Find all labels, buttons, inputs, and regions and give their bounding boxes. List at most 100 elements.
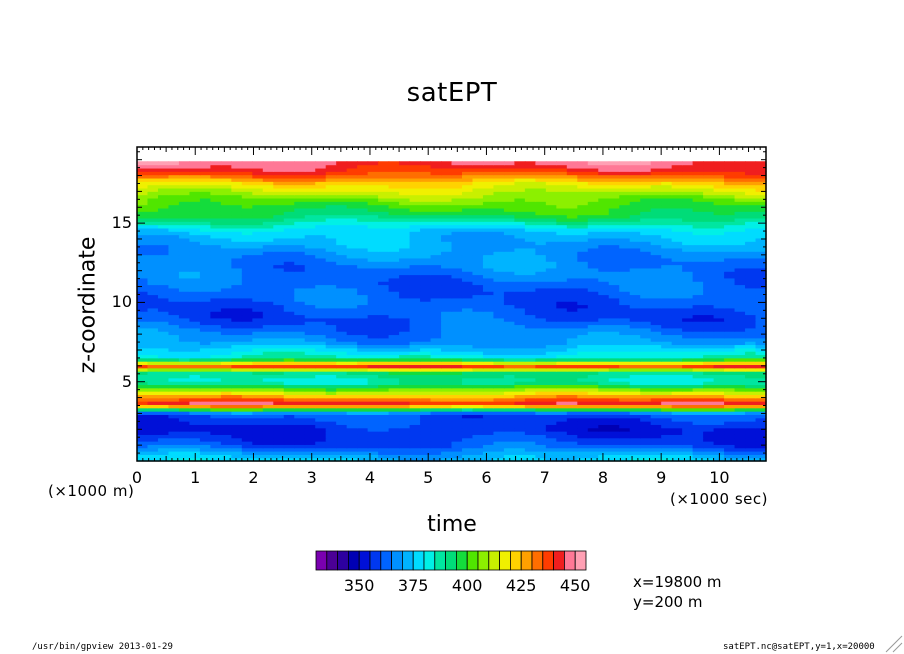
- heatmap-cell: [493, 304, 505, 309]
- heatmap-cell: [220, 181, 232, 186]
- heatmap-cell: [147, 264, 159, 269]
- heatmap-cell: [241, 301, 253, 306]
- heatmap-cell: [346, 314, 358, 319]
- heatmap-cell: [399, 364, 411, 369]
- heatmap-cell: [220, 287, 232, 292]
- heatmap-cell: [420, 297, 432, 302]
- heatmap-cell: [367, 221, 379, 226]
- heatmap-cell: [210, 311, 222, 316]
- heatmap-cell: [357, 197, 369, 202]
- heatmap-cell: [388, 334, 400, 339]
- heatmap-cell: [315, 284, 327, 289]
- heatmap-cell: [671, 361, 683, 366]
- heatmap-cell: [629, 431, 641, 435]
- heatmap-cell: [640, 254, 652, 259]
- heatmap-cell: [671, 447, 683, 452]
- heatmap-cell: [199, 241, 211, 246]
- heatmap-cell: [608, 347, 620, 352]
- heatmap-cell: [147, 304, 159, 309]
- heatmap-cell: [724, 227, 736, 232]
- heatmap-cell: [294, 444, 306, 449]
- heatmap-cell: [325, 214, 337, 219]
- heatmap-cell: [514, 364, 526, 369]
- heatmap-cell: [703, 434, 715, 439]
- heatmap-cell: [378, 384, 390, 389]
- heatmap-cell: [556, 237, 568, 242]
- heatmap-cell: [283, 454, 295, 459]
- heatmap-cell: [157, 397, 170, 402]
- heatmap-cell: [231, 324, 243, 329]
- heatmap-cell: [619, 441, 631, 445]
- heatmap-cell: [273, 204, 285, 209]
- heatmap-cell: [399, 391, 411, 395]
- heatmap-cell: [325, 301, 337, 306]
- heatmap-cell: [713, 317, 725, 322]
- heatmap-cell: [147, 317, 159, 322]
- heatmap-cell: [461, 221, 474, 226]
- heatmap-cell: [399, 257, 411, 262]
- heatmap-cell: [556, 324, 568, 329]
- heatmap-cell: [577, 331, 589, 336]
- heatmap-cell: [671, 434, 683, 439]
- heatmap-cell: [640, 344, 652, 349]
- heatmap-cell: [157, 184, 170, 189]
- heatmap-cell: [147, 307, 159, 312]
- heatmap-cell: [420, 241, 432, 246]
- heatmap-cell: [629, 454, 641, 459]
- heatmap-cell: [514, 324, 526, 329]
- heatmap-cell: [325, 267, 337, 272]
- heatmap-cell: [587, 454, 599, 459]
- heatmap-cell: [587, 227, 599, 232]
- heatmap-cell: [703, 417, 715, 422]
- heatmap-cell: [189, 434, 201, 439]
- heatmap-cell: [336, 184, 348, 189]
- heatmap-cell: [755, 204, 767, 209]
- heatmap-cell: [493, 214, 505, 219]
- heatmap-cell: [178, 307, 191, 312]
- heatmap-cell: [629, 217, 641, 222]
- heatmap-cell: [608, 314, 620, 319]
- heatmap-cell: [493, 291, 505, 296]
- heatmap-cell: [147, 261, 159, 266]
- heatmap-cell: [619, 197, 631, 202]
- heatmap-cell: [325, 334, 337, 339]
- heatmap-cell: [598, 207, 610, 212]
- heatmap-cell: [388, 371, 400, 376]
- heatmap-cell: [168, 377, 180, 382]
- heatmap-cell: [556, 441, 568, 445]
- heatmap-cell: [692, 434, 704, 439]
- heatmap-cell: [493, 211, 505, 216]
- heatmap-cell: [252, 264, 264, 269]
- heatmap-cell: [556, 301, 568, 306]
- heatmap-cell: [210, 187, 222, 192]
- heatmap-cell: [755, 391, 767, 395]
- heatmap-cell: [157, 227, 170, 232]
- heatmap-cell: [199, 304, 211, 309]
- heatmap-cell: [535, 241, 547, 246]
- heatmap-cell: [692, 417, 704, 422]
- heatmap-cell: [745, 204, 757, 209]
- heatmap-cell: [703, 407, 715, 412]
- heatmap-cell: [199, 217, 211, 222]
- heatmap-cell: [619, 211, 631, 216]
- heatmap-cell: [545, 297, 557, 302]
- heatmap-cell: [745, 444, 757, 449]
- heatmap-cell: [692, 244, 704, 249]
- heatmap-cell: [608, 274, 620, 279]
- heatmap-cell: [514, 314, 526, 319]
- heatmap-cell: [619, 384, 631, 389]
- heatmap-cell: [168, 441, 180, 445]
- heatmap-cell: [294, 384, 306, 389]
- heatmap-cell: [535, 287, 547, 292]
- heatmap-cell: [357, 271, 369, 276]
- heatmap-cell: [441, 327, 453, 332]
- heatmap-cell: [388, 241, 400, 246]
- heatmap-cell: [566, 274, 578, 279]
- heatmap-cell: [545, 361, 557, 366]
- heatmap-cell: [336, 427, 348, 432]
- heatmap-cell: [514, 261, 526, 266]
- heatmap-cell: [294, 274, 306, 279]
- heatmap-cell: [336, 341, 348, 346]
- heatmap-cell: [587, 194, 599, 199]
- heatmap-cell: [703, 424, 715, 429]
